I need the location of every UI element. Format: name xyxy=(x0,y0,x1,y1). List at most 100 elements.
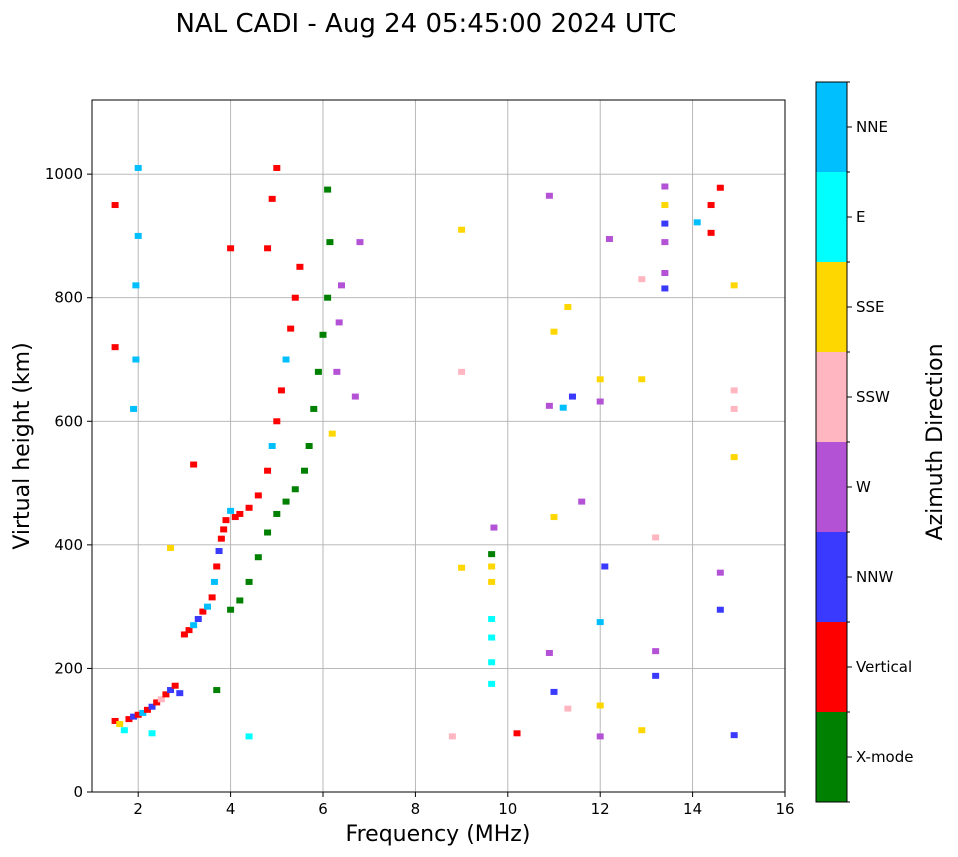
echo-point xyxy=(167,687,175,694)
grid-lines xyxy=(92,100,785,792)
echo-point xyxy=(490,524,498,531)
echo-point xyxy=(153,699,161,706)
colorbar-frame xyxy=(815,81,848,803)
echo-point xyxy=(194,616,202,622)
echo-point xyxy=(638,376,646,383)
echo-point xyxy=(716,569,724,576)
chart-title: NAL CADI - Aug 24 05:45:00 2024 UTC xyxy=(176,9,677,39)
echo-point xyxy=(730,387,738,394)
echo-point xyxy=(125,716,133,723)
echo-point xyxy=(596,398,604,405)
y-axis-label: Virtual height (km) xyxy=(10,342,35,549)
echo-point xyxy=(328,430,336,437)
plot-frame xyxy=(91,99,786,793)
echo-point xyxy=(605,236,613,243)
colorbar-label: SSE xyxy=(856,298,885,316)
x-tick-label: 12 xyxy=(591,800,610,818)
echo-point xyxy=(227,245,235,252)
echo-point xyxy=(268,443,276,449)
echo-point xyxy=(559,404,567,411)
colorbar-segment xyxy=(816,82,847,172)
echo-point xyxy=(596,376,604,383)
echo-point xyxy=(661,183,669,190)
echo-point xyxy=(148,730,156,737)
echo-point xyxy=(222,517,230,524)
echo-point xyxy=(578,498,586,505)
echo-point xyxy=(488,578,496,585)
echo-point xyxy=(601,563,609,570)
echo-point xyxy=(132,282,140,289)
x-tick-label: 16 xyxy=(775,800,794,818)
echo-point xyxy=(693,219,701,226)
x-axis-label: Frequency (MHz) xyxy=(346,822,531,847)
echo-point xyxy=(488,680,496,687)
echo-point xyxy=(707,202,715,209)
echo-point xyxy=(236,510,244,517)
colorbar-segment xyxy=(816,262,847,352)
echo-point xyxy=(287,325,295,332)
echo-point xyxy=(458,368,466,375)
x-tick-label: 14 xyxy=(683,800,702,818)
echo-point xyxy=(176,690,184,697)
echo-point xyxy=(296,263,304,270)
echo-point xyxy=(210,578,218,585)
echo-point xyxy=(190,622,198,629)
echo-point xyxy=(111,344,119,351)
echo-point xyxy=(264,245,272,252)
echo-point xyxy=(254,492,262,499)
echo-point xyxy=(213,563,221,570)
echo-marks xyxy=(111,164,738,740)
colorbar-segment xyxy=(816,352,847,442)
echo-point xyxy=(351,393,359,400)
x-tick-label: 8 xyxy=(411,800,421,818)
echo-point xyxy=(488,616,496,622)
echo-point xyxy=(550,514,558,521)
y-axis: 0 200 400 600 800 1000 xyxy=(45,165,92,801)
echo-point xyxy=(596,733,604,740)
echo-point xyxy=(319,331,327,338)
echo-point xyxy=(120,727,128,734)
echo-point xyxy=(310,405,318,412)
y-tick-label: 600 xyxy=(54,412,83,430)
x-tick-label: 2 xyxy=(133,800,143,818)
x-tick-label: 6 xyxy=(318,800,328,818)
echo-point xyxy=(730,732,738,739)
echo-point xyxy=(208,594,216,601)
colorbar-label: X-mode xyxy=(856,748,913,766)
echo-point xyxy=(652,672,660,679)
colorbar-label: NNE xyxy=(856,118,888,136)
echo-point xyxy=(215,548,223,555)
colorbar-segment xyxy=(816,172,847,262)
echo-point xyxy=(268,195,276,202)
echo-point xyxy=(204,603,211,610)
echo-point xyxy=(171,682,179,689)
echo-point xyxy=(282,498,290,505)
echo-point xyxy=(291,294,299,301)
colorbar-segment xyxy=(816,712,847,802)
echo-point xyxy=(550,688,558,695)
echo-point xyxy=(707,229,715,236)
echo-point xyxy=(545,649,553,656)
echo-point xyxy=(264,529,272,536)
echo-point xyxy=(227,507,235,514)
echo-point xyxy=(661,239,669,246)
echo-point xyxy=(132,356,140,363)
echo-point xyxy=(162,691,170,698)
echo-point xyxy=(130,713,138,720)
y-tick-label: 800 xyxy=(54,289,83,307)
echo-point xyxy=(273,164,281,171)
echo-point xyxy=(185,627,193,634)
echo-point xyxy=(356,239,364,246)
echo-point xyxy=(564,705,572,712)
echo-point xyxy=(139,709,147,716)
echo-point xyxy=(661,220,669,227)
echo-point xyxy=(227,606,235,613)
echo-point xyxy=(488,563,496,570)
echo-point xyxy=(111,717,119,724)
echo-point xyxy=(180,631,188,638)
echo-point xyxy=(291,486,299,493)
echo-point xyxy=(213,687,221,694)
echo-point xyxy=(264,467,272,474)
echo-point xyxy=(596,619,604,626)
echo-point xyxy=(305,443,313,449)
